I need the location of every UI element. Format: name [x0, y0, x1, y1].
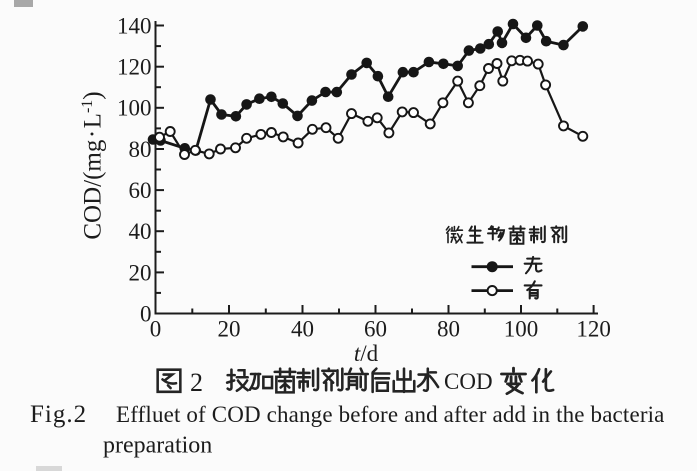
svg-text:COD: COD [444, 369, 493, 394]
svg-text:0: 0 [140, 301, 152, 326]
svg-text:Effluet of COD change before a: Effluet of COD change before and after a… [116, 402, 665, 427]
svg-text:Fig.2: Fig.2 [30, 401, 87, 428]
svg-text:60: 60 [129, 178, 152, 203]
svg-text:100: 100 [117, 96, 152, 121]
svg-text:2: 2 [190, 368, 203, 397]
svg-text:COD/(mg·L-1): COD/(mg·L-1) [79, 91, 107, 239]
svg-text:0: 0 [150, 317, 162, 342]
svg-text:20: 20 [218, 317, 241, 342]
svg-text:80: 80 [129, 137, 152, 162]
svg-text:140: 140 [117, 13, 152, 38]
svg-text:80: 80 [437, 317, 460, 342]
svg-text:100: 100 [504, 317, 539, 342]
svg-text:40: 40 [291, 317, 314, 342]
svg-text:20: 20 [129, 260, 152, 285]
svg-text:40: 40 [129, 219, 152, 244]
svg-text:t/d: t/d [354, 341, 379, 366]
svg-text:120: 120 [576, 317, 611, 342]
svg-text:60: 60 [364, 317, 387, 342]
svg-text:120: 120 [117, 55, 152, 80]
svg-text:preparation: preparation [103, 433, 212, 459]
